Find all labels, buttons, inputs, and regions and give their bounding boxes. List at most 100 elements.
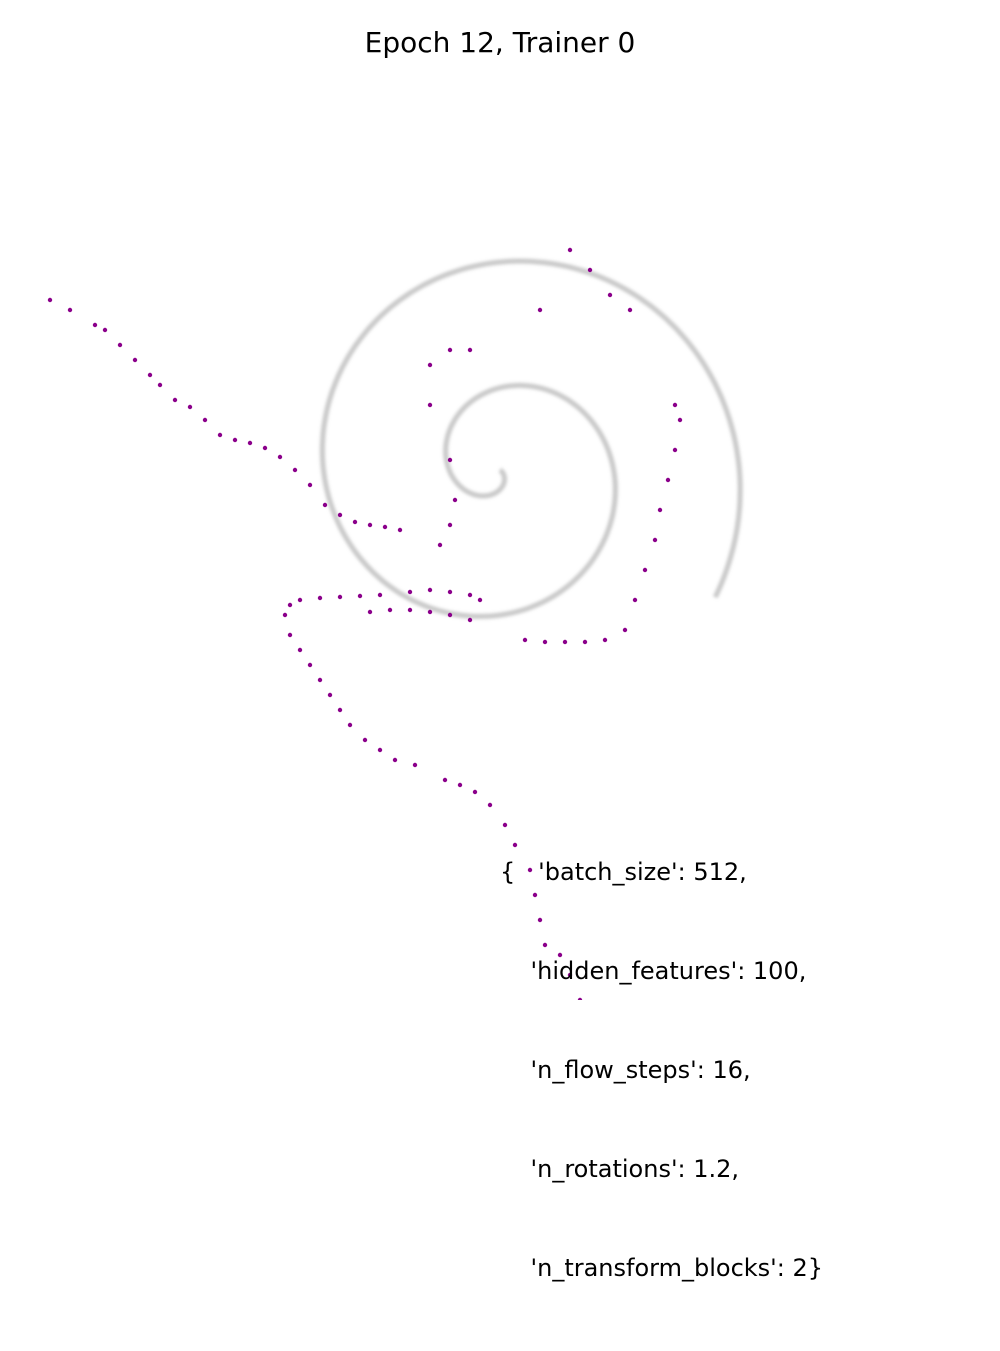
sample-point <box>282 612 288 618</box>
sample-point <box>337 707 343 713</box>
sample-point <box>407 589 413 595</box>
sample-point <box>502 822 508 828</box>
sample-point <box>512 842 518 848</box>
sample-point <box>377 747 383 753</box>
sample-point <box>567 972 573 978</box>
sample-point <box>317 595 323 601</box>
sample-point <box>157 382 163 388</box>
sample-point <box>287 632 293 638</box>
sample-point <box>557 952 563 958</box>
sample-point <box>232 437 238 443</box>
sample-point <box>427 402 433 408</box>
sample-point <box>452 497 458 503</box>
sample-point <box>577 997 583 1000</box>
sample-point <box>427 362 433 368</box>
sample-point <box>377 592 383 598</box>
sample-point <box>487 802 493 808</box>
plot-area <box>47 247 743 1000</box>
chart-title: Epoch 12, Trainer 0 <box>364 26 636 59</box>
sample-point <box>362 737 368 743</box>
sample-point <box>457 782 463 788</box>
sample-point <box>542 942 548 948</box>
sample-point <box>532 892 538 898</box>
sample-point <box>587 267 593 273</box>
sample-point <box>117 342 123 348</box>
sample-point <box>337 594 343 600</box>
sample-point <box>665 477 671 483</box>
sample-point <box>262 445 268 451</box>
sample-point <box>627 307 633 313</box>
sample-point <box>467 617 473 623</box>
sample-point <box>542 639 548 645</box>
param-line: { 'batch_size': 512, <box>500 858 747 886</box>
sample-point <box>522 637 528 643</box>
param-line: 'hidden_features': 100, <box>500 957 807 985</box>
sample-point <box>447 612 453 618</box>
sample-point <box>317 677 323 683</box>
sample-point <box>357 593 363 599</box>
sample-point <box>337 512 343 518</box>
sample-point <box>632 597 638 603</box>
sample-point <box>172 397 178 403</box>
sample-point <box>132 357 138 363</box>
sample-point <box>472 789 478 795</box>
param-line: 'n_rotations': 1.2, <box>500 1155 740 1183</box>
sample-point <box>642 567 648 573</box>
sample-point <box>607 292 613 298</box>
sample-point <box>67 307 73 313</box>
sample-point <box>447 522 453 528</box>
sample-point <box>412 762 418 768</box>
chart-root: Epoch 12, Trainer 0 { 'batch_size': 512,… <box>47 26 823 1282</box>
sample-point <box>467 347 473 353</box>
sample-point <box>352 519 358 525</box>
sample-point <box>367 522 373 528</box>
sample-point <box>562 639 568 645</box>
param-line: 'n_transform_blocks': 2} <box>500 1254 824 1282</box>
sample-point <box>602 637 608 643</box>
sample-point <box>447 347 453 353</box>
sample-point <box>307 482 313 488</box>
param-line: 'n_flow_steps': 16, <box>500 1056 751 1084</box>
sample-point <box>537 307 543 313</box>
sample-point <box>467 592 473 598</box>
sample-point <box>287 602 293 608</box>
sample-point <box>47 297 53 303</box>
target-distribution <box>319 258 743 619</box>
sample-point <box>297 597 303 603</box>
sample-point <box>397 527 403 533</box>
sample-point <box>447 457 453 463</box>
sample-point <box>427 587 433 593</box>
sample-point <box>672 402 678 408</box>
sample-point <box>407 607 413 613</box>
sample-point <box>217 432 223 438</box>
sample-point <box>477 597 483 603</box>
sample-point <box>567 247 573 253</box>
sample-point <box>292 467 298 473</box>
sample-point <box>202 417 208 423</box>
sample-point <box>447 589 453 595</box>
sample-point <box>442 777 448 783</box>
sample-point <box>652 537 658 543</box>
sample-point <box>622 627 628 633</box>
sample-point <box>437 542 443 548</box>
sample-point <box>677 417 683 423</box>
sample-point <box>537 917 543 923</box>
sample-point <box>382 524 388 530</box>
sample-point <box>277 454 283 460</box>
sample-point <box>247 440 253 446</box>
sample-point <box>102 327 108 333</box>
sample-point <box>322 502 328 508</box>
sample-point <box>347 722 353 728</box>
sample-point <box>187 404 193 410</box>
sample-point <box>387 607 393 613</box>
sample-point <box>367 609 373 615</box>
sample-point <box>92 322 98 328</box>
sample-point <box>327 692 333 698</box>
sample-point <box>657 507 663 513</box>
sample-point <box>392 757 398 763</box>
sample-point <box>672 447 678 453</box>
sample-point <box>582 639 588 645</box>
target-spiral <box>319 258 743 619</box>
sample-point <box>307 662 313 668</box>
sample-point <box>527 867 533 873</box>
